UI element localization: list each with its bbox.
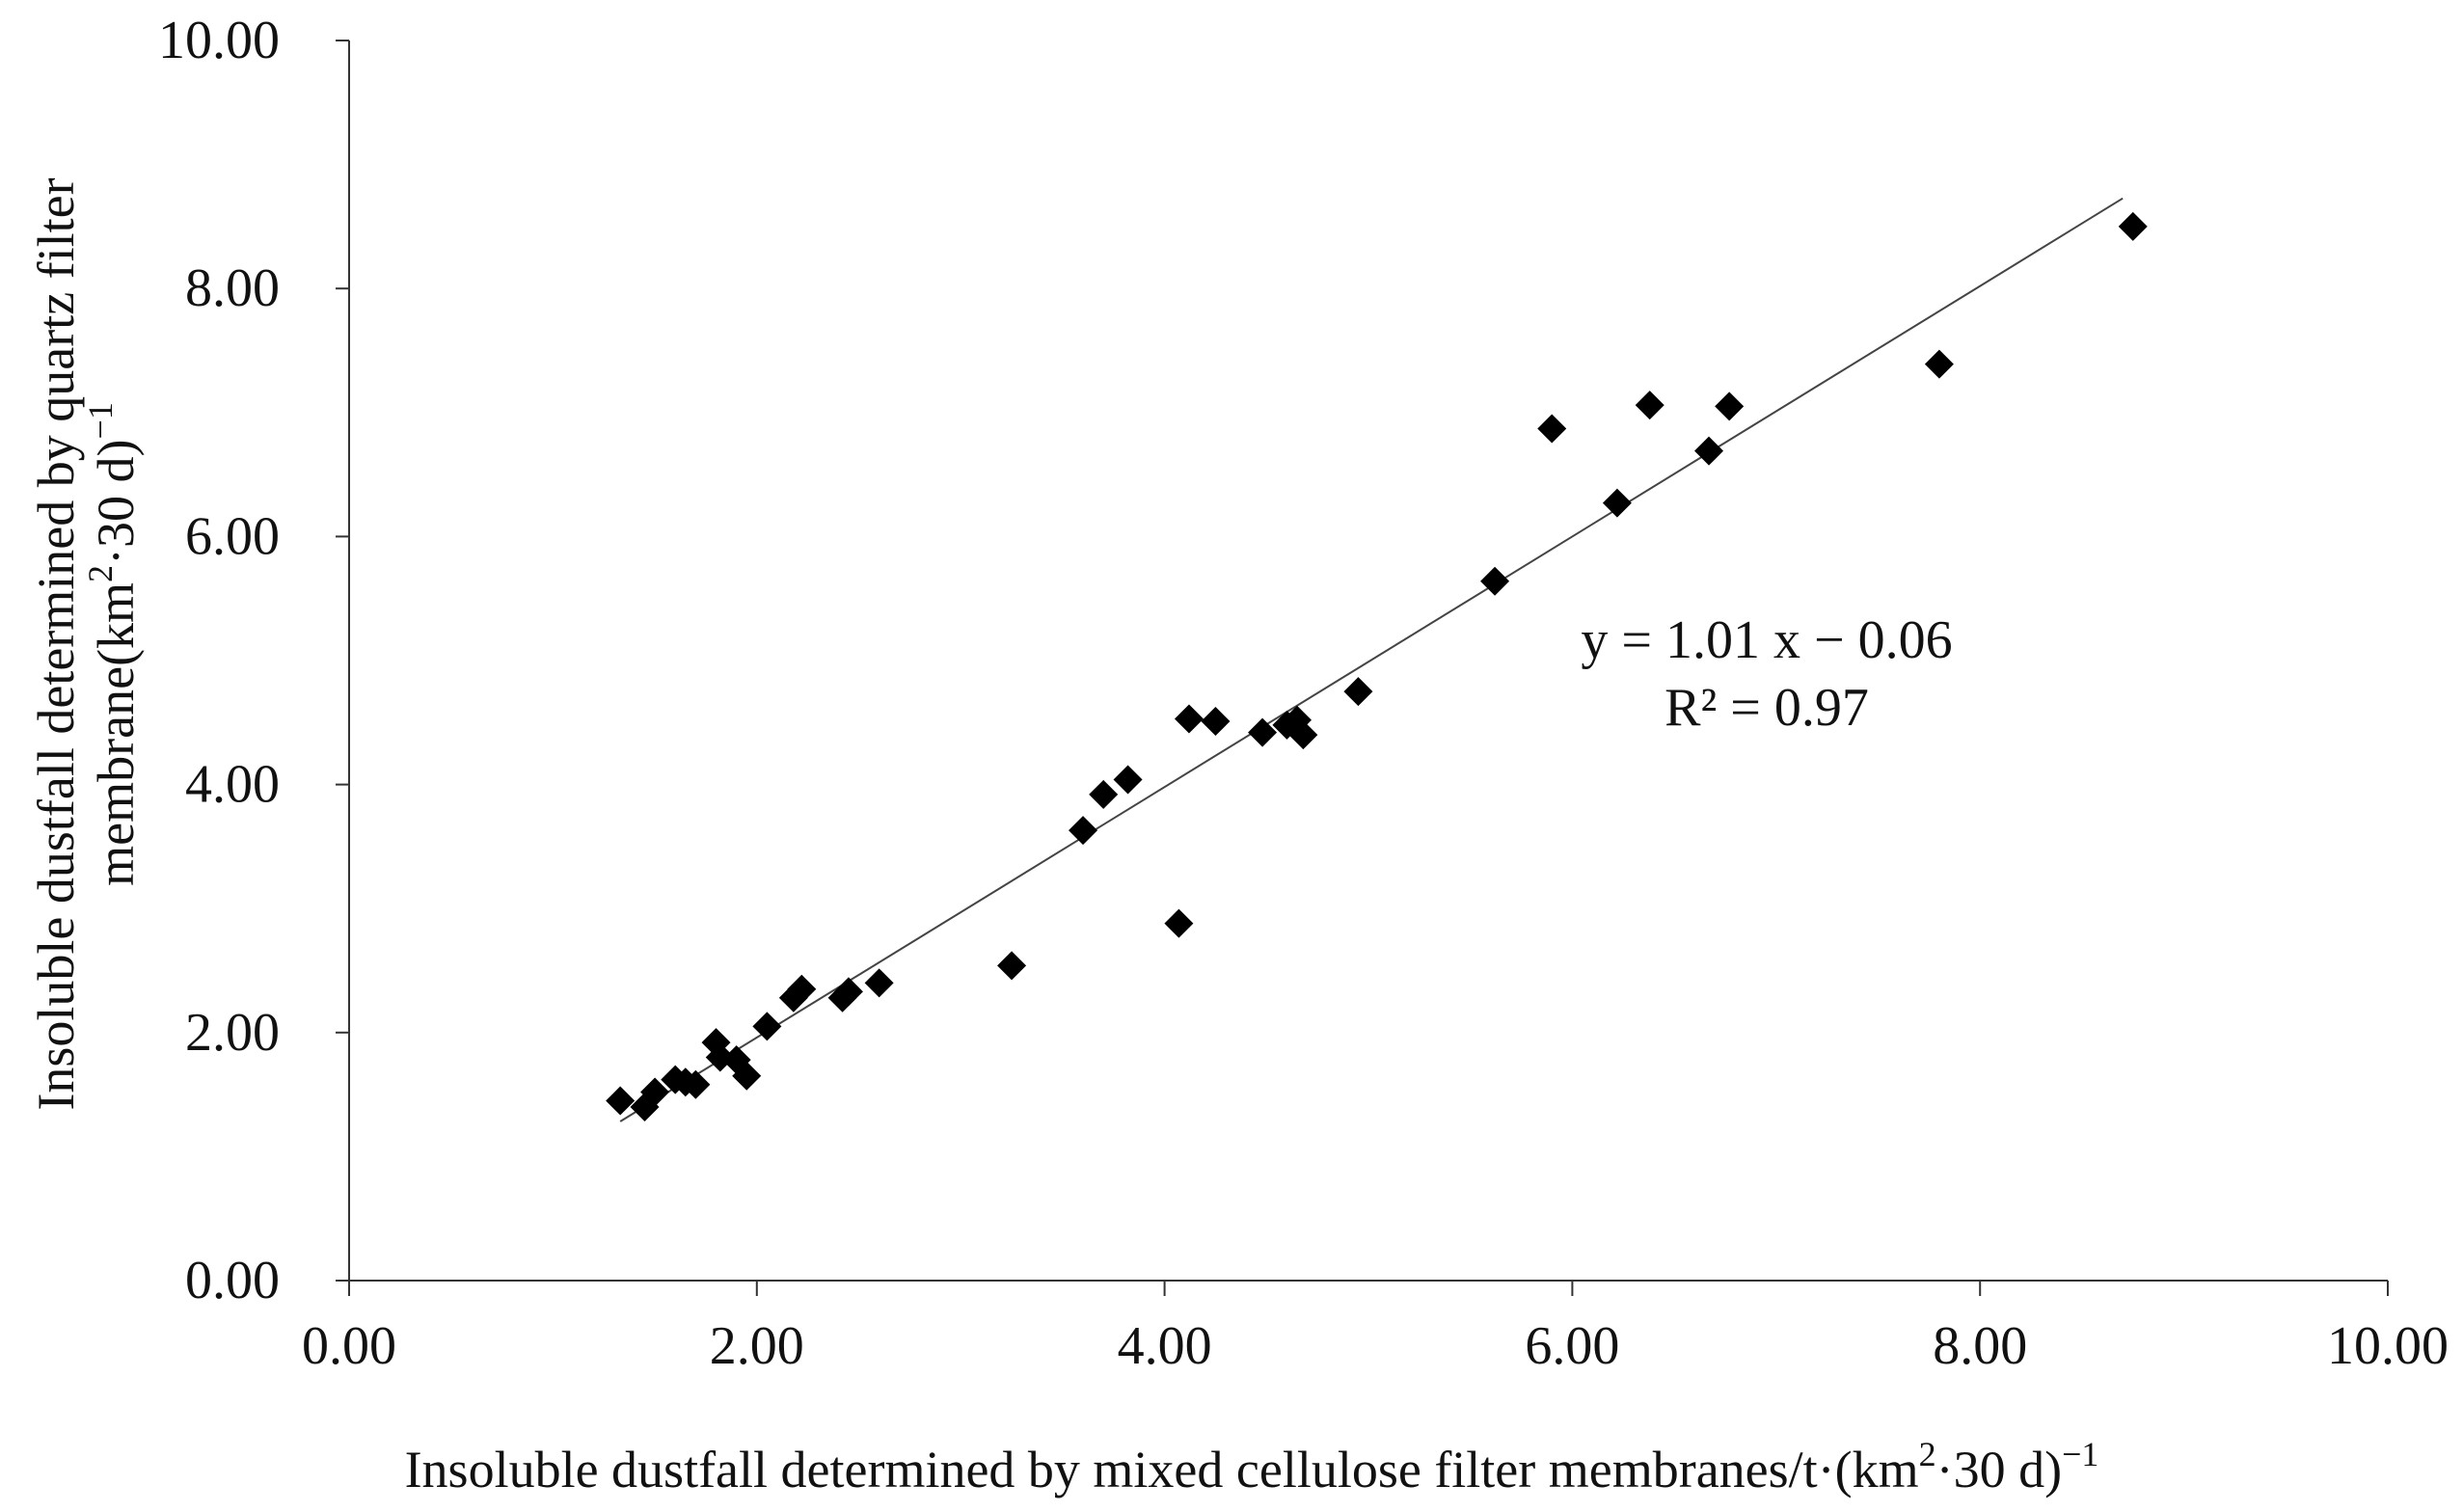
data-point (1715, 392, 1745, 421)
data-point (1113, 765, 1143, 795)
y-axis-title-line2-mid: ·30 d) (87, 439, 145, 564)
regression-annotation: y = 1.01 x − 0.06 R² = 0.97 (1581, 610, 1952, 738)
data-point (1248, 717, 1278, 747)
trend-line (619, 197, 2124, 1122)
data-point (732, 1061, 762, 1091)
data-point (1089, 779, 1119, 809)
y-axis-title: Insoluble dustfall determined by quartz … (27, 177, 145, 1110)
data-point (1174, 704, 1204, 734)
y-tick-label: 4.00 (185, 755, 280, 815)
data-point (681, 1069, 711, 1099)
y-ticks: 0.00 2.00 4.00 6.00 8.00 10.00 (158, 11, 349, 1310)
x-axis-title-main: Insoluble dustfall determined by mixed c… (405, 1441, 1919, 1498)
data-point (997, 951, 1027, 981)
x-tick-label: 10.00 (2327, 1316, 2449, 1376)
data-point (1069, 816, 1098, 846)
data-point (1201, 707, 1231, 737)
equation-label: y = 1.01 x − 0.06 (1581, 610, 1952, 670)
y-axis-title-line2-sup1: 2 (81, 565, 120, 582)
y-axis-title-line2-sup2: −1 (81, 402, 120, 439)
data-point (787, 974, 817, 1004)
y-axis-title-line1: Insoluble dustfall determined by quartz … (27, 177, 85, 1110)
data-point (1164, 908, 1194, 938)
r-squared-label: R² = 0.97 (1665, 678, 1869, 738)
data-point (1537, 414, 1567, 444)
data-point (864, 968, 894, 998)
data-point (606, 1086, 636, 1116)
y-tick-label: 8.00 (185, 258, 280, 318)
y-tick-label: 0.00 (185, 1251, 280, 1310)
data-point (1480, 566, 1510, 596)
x-tick-label: 4.00 (1118, 1316, 1212, 1376)
x-ticks: 0.00 2.00 4.00 6.00 8.00 10.00 (302, 1281, 2449, 1376)
data-point (833, 977, 863, 1007)
data-point (1694, 436, 1724, 466)
data-point (1288, 720, 1318, 750)
axes (348, 40, 2388, 1282)
data-points (606, 211, 2148, 1121)
x-tick-label: 6.00 (1525, 1316, 1619, 1376)
y-tick-label: 10.00 (158, 11, 280, 70)
y-axis-title-line2-main: membrane(km (87, 582, 145, 886)
x-tick-label: 2.00 (710, 1316, 804, 1376)
y-axis-title-line2: membrane(km2·30 d)−1 (81, 402, 145, 886)
data-point (1602, 488, 1632, 518)
data-point (1924, 349, 1954, 379)
data-point (752, 1012, 782, 1041)
data-point (640, 1077, 670, 1107)
x-axis-title-sup2: −1 (2062, 1435, 2098, 1473)
x-tick-label: 8.00 (1933, 1316, 2027, 1376)
x-axis-title: Insoluble dustfall determined by mixed c… (405, 1435, 2099, 1498)
x-tick-label: 0.00 (302, 1316, 396, 1376)
data-point (1343, 677, 1373, 707)
x-axis-title-mid: ·30 d) (1936, 1441, 2062, 1498)
y-tick-label: 6.00 (185, 506, 280, 566)
data-point (1635, 391, 1665, 420)
data-point (2118, 211, 2148, 241)
y-tick-label: 2.00 (185, 1003, 280, 1063)
x-axis-title-sup1: 2 (1919, 1435, 1936, 1473)
